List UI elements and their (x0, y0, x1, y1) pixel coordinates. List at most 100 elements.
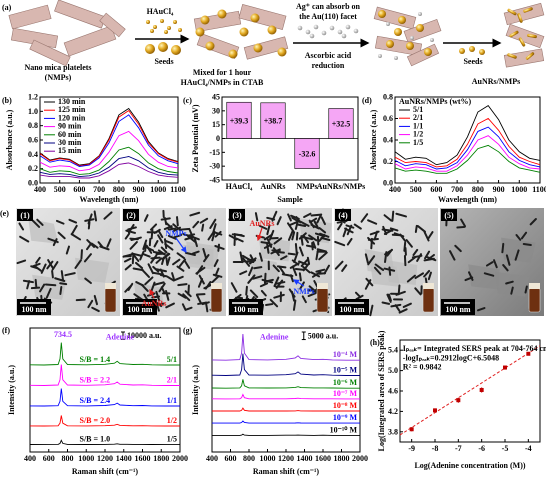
tem-rod (64, 272, 76, 277)
tem-rod (316, 213, 323, 224)
mica-platelet (373, 6, 417, 30)
tem-rod (423, 269, 431, 278)
tem-rod (280, 255, 288, 261)
tem-rod (337, 222, 343, 231)
particle (378, 10, 386, 18)
tem-rod (155, 268, 167, 273)
tem-rod (287, 213, 292, 222)
tem-rod (87, 299, 94, 309)
y-tick-label: 1.2 (28, 93, 38, 102)
tem-rod (83, 253, 92, 263)
tem-rod (529, 218, 537, 226)
tem-rod (195, 293, 203, 305)
tem-rod (263, 233, 274, 241)
x-tick-label: 1200 (278, 454, 294, 463)
tem-rod (172, 226, 182, 233)
x-tick-label: 1800 (334, 454, 350, 463)
tem-rod (297, 223, 307, 228)
tem-rod (291, 216, 299, 223)
tem-rod (86, 239, 96, 248)
tem-rod (269, 298, 279, 308)
tem-rod (384, 251, 388, 263)
particle (424, 48, 432, 56)
tem-rod (57, 231, 66, 240)
gold-rod (518, 37, 526, 47)
panel-label: (h) (370, 338, 380, 347)
tem-rod (367, 237, 379, 241)
tem-rod (172, 223, 179, 230)
x-tick-label: 2000 (172, 454, 188, 463)
tem-rod (414, 287, 422, 296)
tem-annotation: AuNRs (250, 219, 275, 228)
tem-rod (131, 252, 140, 262)
tem-rod (259, 282, 269, 288)
tem-rod (93, 210, 98, 222)
schematic-text: AuNRs/NMPs (472, 77, 520, 86)
series-line (212, 420, 360, 424)
tem-rod (386, 248, 393, 257)
tem-rod (151, 271, 163, 276)
x-tick-label: 1100 (532, 185, 546, 194)
tem-platelet (468, 264, 500, 290)
tem-label-box (123, 209, 139, 221)
tem-rod (195, 266, 206, 275)
tem-rod (191, 250, 200, 255)
panel-label: (d) (362, 96, 372, 105)
x-tick-label: 800 (62, 454, 74, 463)
tem-rod (54, 277, 66, 282)
y-tick-label: 45 (212, 93, 220, 102)
tem-rod (231, 233, 243, 237)
x-tick-label: 1400 (297, 454, 313, 463)
y-axis-label: Zeta Potential (mV) (191, 104, 200, 172)
panel-label: (a) (2, 3, 12, 12)
annotation: -logIₚₑₐₖ=0.2912logC+6.5048 (403, 353, 499, 362)
tem-rod (389, 227, 399, 232)
x-tick-label: 500 (410, 185, 422, 194)
tem-rod (44, 283, 57, 287)
gold-rod (527, 33, 537, 39)
tem-rod (155, 290, 161, 302)
tem-rod (176, 216, 179, 227)
tem-rod (298, 272, 302, 282)
tem-platelet (494, 271, 530, 297)
annotation-arrow (149, 288, 155, 299)
x-tick-label: 1000 (511, 185, 527, 194)
tem-label-box (229, 209, 245, 221)
tem-rod (275, 279, 284, 289)
tem-rod (247, 274, 256, 284)
tem-rod (127, 226, 137, 231)
point (503, 365, 507, 370)
tem-rod (524, 285, 528, 294)
tem-rod (142, 239, 148, 251)
tem-rod (210, 275, 220, 284)
tem-rod (252, 275, 263, 280)
x-axis-label: Log(Adenine concentration (M)) (414, 461, 525, 470)
y-tick-label: 5.0 (388, 366, 398, 375)
particle (337, 29, 343, 35)
vial-cap (211, 283, 222, 289)
tem-rod (207, 232, 214, 241)
tem-rod (505, 254, 511, 266)
tem-rod (522, 242, 532, 246)
tem-rod (45, 287, 52, 299)
y-tick-label: 1.0 (28, 107, 38, 116)
tem-rod (135, 261, 144, 270)
particle (217, 9, 227, 19)
gold-rod (509, 30, 519, 38)
tem-rod (144, 245, 155, 252)
tem-rod (312, 241, 317, 249)
particle (153, 25, 157, 29)
mica-platelet (99, 12, 126, 38)
tem-rod (130, 236, 142, 242)
series-note: S/B = 2.0 (80, 416, 111, 425)
tem-rod (271, 210, 278, 222)
tem-rod (35, 256, 41, 264)
tem-rod (212, 273, 223, 278)
tem-rod (249, 257, 257, 265)
tem-rod (346, 237, 353, 246)
annotation-arrow (292, 279, 305, 287)
tem-rod (97, 241, 104, 248)
vial-body (104, 287, 117, 313)
tem-rod (123, 257, 132, 263)
tem-rod (483, 272, 495, 277)
